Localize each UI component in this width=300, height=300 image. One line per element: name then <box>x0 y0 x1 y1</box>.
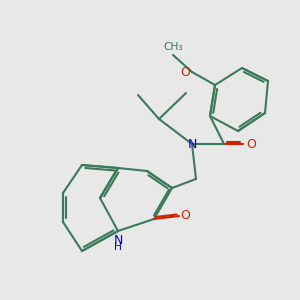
Text: H: H <box>114 242 122 252</box>
Text: O: O <box>181 209 190 223</box>
Text: O: O <box>181 65 190 79</box>
Text: CH₃: CH₃ <box>163 42 183 52</box>
Text: N: N <box>113 234 123 247</box>
Text: O: O <box>246 137 256 151</box>
Text: N: N <box>187 137 197 151</box>
